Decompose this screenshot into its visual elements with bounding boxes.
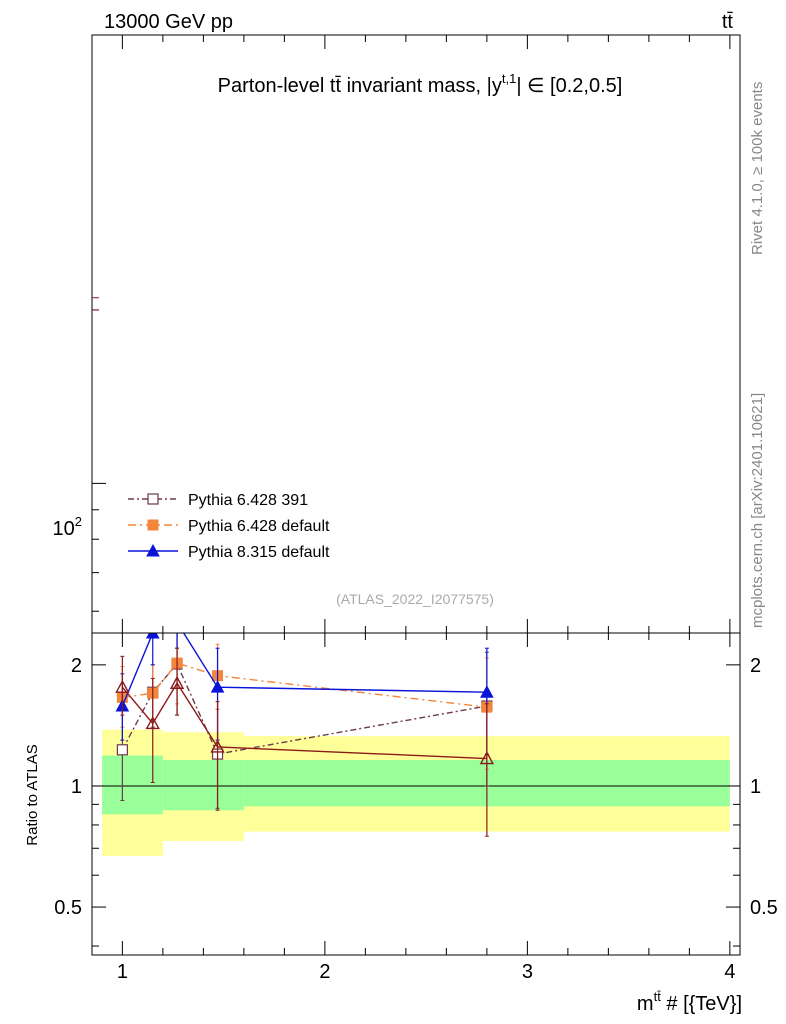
data-point [210,739,225,753]
legend-label: Pythia 6.428 default [188,518,330,535]
x-tick-label: 2 [319,961,330,983]
data-point [116,744,128,756]
x-tick-label: 1 [117,961,128,983]
x-tick-label: 3 [522,961,533,983]
series-3 [115,647,495,837]
x-axis-label: mtt̄ # [{TeV}] [637,989,742,1015]
legend-label: Pythia 6.428 391 [188,492,308,509]
ratio-panel: 0.5 0.5 1 1 2 2 1 2 3 4 Ratio to ATLAS mtt̄ # [{… [24,35,778,1015]
data-point [115,679,130,693]
legend-marker [147,519,159,531]
green-band [162,760,244,811]
series-2 [115,616,494,755]
data-point [210,680,225,693]
data-point [480,685,494,698]
main-panel: Parton-level tt̄ invariant mass, |yt,1| … [53,34,741,634]
series-line [122,662,487,708]
data-point [145,633,160,639]
data-point [479,751,495,765]
legend-marker [146,543,160,557]
ratio-y-tick-label-right: 2 [750,655,761,677]
header-process-label: tt̄ [722,11,734,33]
legend-marker [147,493,159,505]
plot-title: Parton-level tt̄ invariant mass, |yt,1| … [218,71,623,97]
ratio-y-ticks: 0.5 0.5 1 1 2 2 [54,655,778,947]
data-point [145,716,160,730]
header-energy-label: 13000 GeV pp [104,11,233,33]
legend-label: Pythia 8.315 default [188,544,330,561]
ratio-y-tick-label-right: 1 [750,776,761,798]
uncertainty-bands [102,729,730,856]
ratio-y-tick-label: 2 [71,655,82,677]
ratio-y-tick-label: 1 [71,776,82,798]
rivet-version-label: Rivet 4.1.0, ≥ 100k events [749,82,766,255]
main-y-ticks [92,297,106,612]
legend: Pythia 6.428 391 Pythia 6.428 default Pyth… [128,492,330,561]
data-point [169,675,185,689]
ratio-panel-frame [91,632,741,956]
x-tick-label: 4 [724,961,735,983]
data-point [171,616,183,627]
x-axis-ticks: 1 2 3 4 [117,35,735,983]
ratio-y-tick-label: 0.5 [54,897,82,919]
green-band [102,755,163,815]
series-line [121,633,487,707]
main-y-tick-label: 102 [53,514,82,540]
mcplots-label: mcplots.cern.ch [arXiv:2401.10621] [749,393,766,628]
analysis-watermark: (ATLAS_2022_I2077575) [336,591,494,607]
ratio-y-tick-label-right: 0.5 [750,897,778,919]
ratio-y-axis-label: Ratio to ATLAS [24,744,41,845]
series-layer [115,616,495,837]
